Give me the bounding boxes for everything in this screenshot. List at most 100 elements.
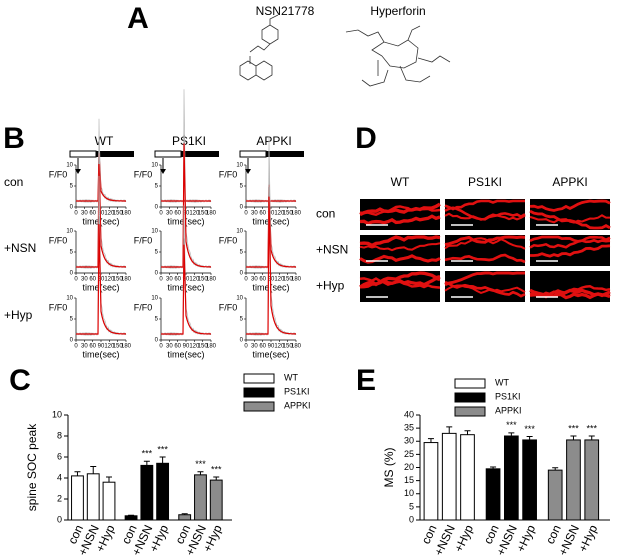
error-bar: [552, 467, 559, 471]
panel-label: C: [9, 364, 31, 397]
trace: [246, 184, 297, 268]
x-tick-label: 180: [121, 211, 132, 217]
trace: [246, 196, 296, 335]
x-tick-label: 120: [274, 211, 285, 217]
x-tick-label: 180: [121, 344, 132, 350]
y-tick-label: 10: [151, 296, 158, 302]
bar: [423, 442, 439, 521]
legend-label: APPKI: [495, 405, 522, 415]
y-tick-label: 4: [57, 472, 62, 482]
stim-bar: [181, 151, 219, 157]
dendrite: [530, 244, 611, 258]
x-tick-label: 30: [166, 344, 173, 350]
x-tick-label: 30: [81, 211, 88, 217]
y-tick-label: 0: [70, 205, 74, 211]
dendrite: [444, 237, 526, 250]
structure: [239, 14, 451, 87]
x-tick-label: 90: [268, 211, 275, 217]
x-tick-label: 30: [251, 277, 258, 283]
x-axis-label: time(sec): [252, 216, 289, 226]
significance: ***: [586, 423, 597, 433]
y-tick-label: 10: [66, 229, 73, 235]
y-tick-label: 10: [151, 163, 158, 169]
y-tick-label: 5: [155, 250, 159, 256]
panel-label: A: [127, 2, 149, 35]
bar: [194, 474, 207, 521]
y-tick-label: 5: [70, 250, 74, 256]
dendrite: [444, 284, 526, 294]
x-tick-label: 90: [268, 344, 275, 350]
y-tick-label: 10: [404, 488, 414, 498]
x-tick-label: 150: [198, 277, 209, 283]
stim-bar: [154, 150, 182, 158]
error-bar: [446, 426, 453, 434]
error-bar: [490, 466, 497, 469]
x-tick-label: +Hyp: [451, 522, 476, 554]
x-tick-label: +Hyp: [514, 522, 539, 554]
compound-name: NSN21778: [256, 4, 315, 18]
panel-label: B: [3, 122, 25, 155]
dendrite: [444, 235, 526, 247]
x-tick-label: 60: [89, 211, 96, 217]
x-tick-label: 90: [183, 211, 190, 217]
bar: [156, 462, 170, 521]
x-tick-label: 150: [113, 211, 124, 217]
dendrite: [359, 271, 441, 289]
x-tick-label: 0: [74, 277, 78, 283]
significance: ***: [142, 449, 153, 459]
column-header: APPKI: [552, 175, 587, 189]
x-tick-label: 120: [189, 277, 200, 283]
x-axis-label: time(sec): [252, 349, 289, 359]
y-tick-label: 35: [404, 423, 414, 433]
y-axis-label: F/F0: [49, 302, 68, 312]
x-axis-label: time(sec): [82, 349, 119, 359]
x-tick-label: 150: [198, 344, 209, 350]
x-tick-label: 60: [259, 211, 266, 217]
x-tick-label: 60: [174, 277, 181, 283]
y-tick-label: 0: [409, 514, 414, 524]
x-tick-label: 180: [291, 277, 302, 283]
legend-label: PS1KI: [284, 386, 310, 396]
x-tick-label: 30: [81, 277, 88, 283]
dendrite: [444, 271, 526, 287]
x-tick-label: 150: [283, 277, 294, 283]
bar: [485, 468, 501, 521]
x-tick-label: 0: [244, 344, 248, 350]
y-tick-label: 0: [70, 338, 74, 344]
bar: [584, 439, 600, 521]
trace: [76, 163, 126, 268]
row-label: +NSN: [4, 241, 36, 255]
legend-label: PS1KI: [495, 391, 521, 401]
significance: ***: [157, 444, 168, 454]
y-axis-label: F/F0: [134, 169, 153, 179]
significance: ***: [524, 424, 535, 434]
x-tick-label: 180: [206, 344, 217, 350]
x-tick-label: 120: [274, 277, 285, 283]
y-axis-label: F/F0: [49, 235, 68, 245]
x-tick-label: +Hyp: [576, 522, 601, 554]
trace: [161, 244, 212, 335]
bar: [86, 473, 100, 521]
stim-bar: [266, 151, 304, 157]
error-bar: [143, 460, 150, 466]
y-tick-label: 15: [404, 475, 414, 485]
x-tick-label: 60: [174, 344, 181, 350]
row-label: +Hyp: [316, 279, 345, 293]
column-header: PS1KI: [172, 134, 206, 148]
error-bar: [213, 476, 220, 481]
legend-swatch: [243, 373, 275, 384]
y-tick-label: 0: [240, 271, 244, 277]
dendrite: [444, 280, 526, 298]
x-tick-label: 0: [74, 211, 78, 217]
x-tick-label: 30: [81, 344, 88, 350]
x-tick-label: 60: [89, 344, 96, 350]
error-bar: [197, 471, 204, 475]
arrow-head: [245, 169, 251, 174]
error-bar: [570, 435, 577, 440]
y-tick-label: 10: [66, 163, 73, 169]
row-label: +NSN: [316, 243, 348, 257]
y-tick-label: 5: [70, 317, 74, 323]
stim-bar: [239, 150, 267, 158]
trace: [76, 224, 126, 335]
